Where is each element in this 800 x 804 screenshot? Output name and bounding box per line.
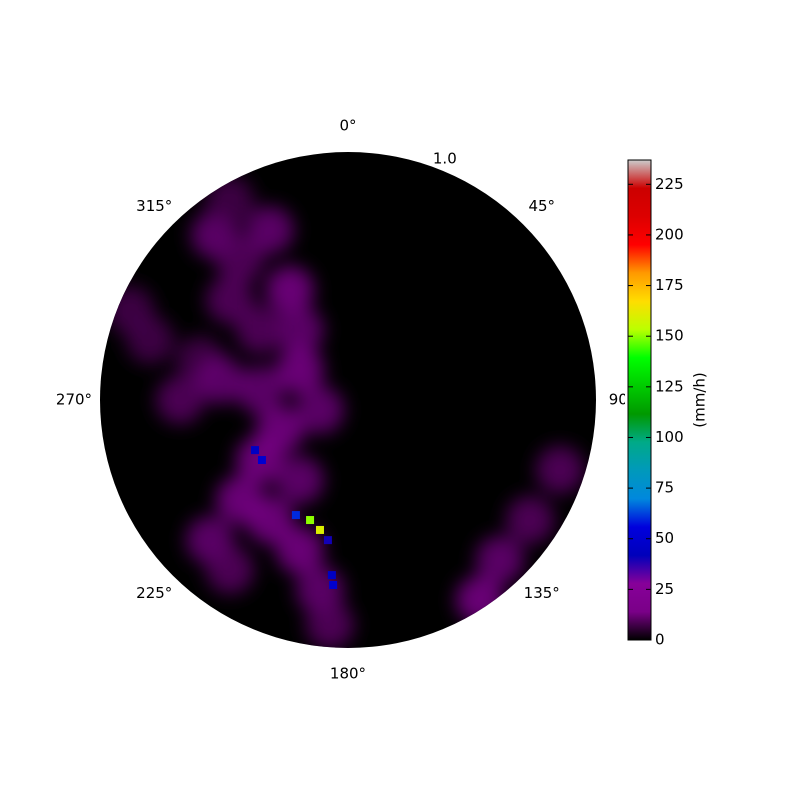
rain-cell: [306, 516, 315, 525]
colorbar-tick-label: 50: [655, 529, 674, 547]
theta-tick-label: 225°: [136, 584, 172, 602]
colorbar-tick-label: 0: [655, 631, 665, 649]
rain-cell: [323, 536, 332, 545]
rain-cell: [245, 206, 294, 255]
rain-cell: [275, 306, 324, 355]
rain-cell: [205, 176, 254, 225]
rain-cell: [196, 355, 245, 404]
rain-cell: [506, 496, 555, 545]
colorbar-label: (mm/h): [691, 372, 709, 428]
colorbar-tick-label: 200: [655, 225, 684, 243]
colorbar-tick-label: 100: [655, 428, 684, 446]
field-soft: [106, 176, 585, 648]
colorbar-tick-label: 125: [655, 377, 684, 395]
rain-cell: [257, 456, 266, 465]
rain-cell: [455, 575, 504, 624]
rain-cell: [315, 525, 324, 534]
rain-cell: [275, 456, 324, 505]
rain-cell: [245, 496, 294, 545]
theta-tick-label: 180°: [330, 665, 366, 683]
rain-cell: [265, 265, 314, 314]
colorbar-tick-label: 225: [655, 175, 684, 193]
theta-tick-label: 135°: [524, 584, 560, 602]
colorbar-tick-label: 75: [655, 479, 674, 497]
rain-cell: [106, 285, 155, 334]
r-tick-label: 1.0: [433, 149, 457, 167]
colorbar: [627, 159, 652, 641]
rain-cell: [295, 385, 344, 434]
rain-cell: [156, 376, 205, 424]
rain-cell: [327, 571, 336, 580]
theta-tick-label: 315°: [136, 197, 172, 215]
rain-cell: [205, 545, 254, 594]
rain-cell: [251, 446, 259, 455]
theta-tick-label: 270°: [56, 391, 92, 409]
field: [106, 176, 585, 648]
rain-cell: [291, 511, 300, 520]
rain-cell: [216, 235, 265, 284]
rain-cell: [205, 276, 254, 325]
rain-cell: [275, 526, 324, 575]
theta-tick-label: 45°: [528, 197, 555, 215]
colorbar-tick-label: 25: [655, 580, 674, 598]
theta-tick-label: 0°: [339, 117, 356, 135]
rain-cell: [235, 306, 284, 355]
colorbar-tick-label: 175: [655, 276, 684, 294]
rain-cell: [476, 535, 525, 584]
rain-cell: [329, 581, 338, 590]
rain-cell: [536, 445, 585, 494]
rain-cell: [235, 366, 284, 415]
colorbar-tick-label: 150: [655, 327, 684, 345]
rain-cell: [275, 345, 324, 394]
rain-cell: [305, 600, 354, 648]
